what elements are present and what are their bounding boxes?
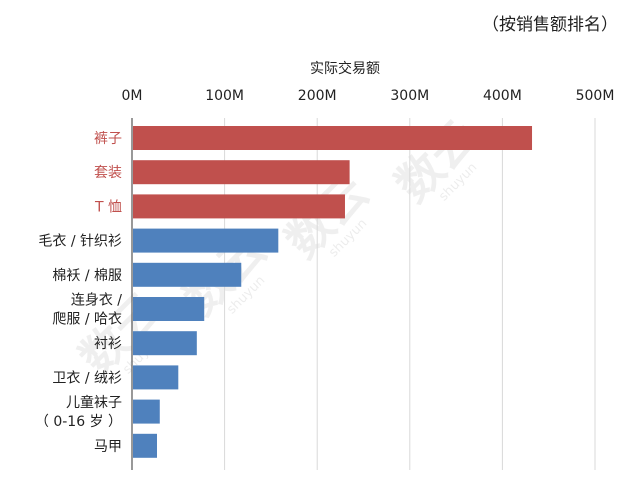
category-label: 棉袄 / 棉服 bbox=[52, 267, 122, 284]
x-axis-title: 实际交易额 bbox=[310, 61, 380, 77]
category-label: T 恤 bbox=[94, 199, 122, 215]
category-label: 马甲 bbox=[94, 439, 122, 455]
bar bbox=[133, 160, 350, 185]
bar bbox=[133, 297, 205, 321]
bar bbox=[133, 262, 242, 287]
category-label: 衬衫 bbox=[94, 336, 122, 352]
category-label: （ 0-16 岁 ） bbox=[35, 414, 122, 430]
x-tick-label: 200M bbox=[298, 88, 337, 104]
bar bbox=[133, 433, 158, 458]
bar bbox=[133, 194, 345, 219]
x-tick-label: 400M bbox=[483, 88, 522, 104]
category-label: 套装 bbox=[94, 165, 122, 181]
watermark-text: 数云 bbox=[385, 109, 488, 212]
category-label: 连身衣 / bbox=[71, 293, 122, 309]
category-label: 儿童袜子 bbox=[66, 394, 122, 411]
category-label: 卫衣 / 绒衫 bbox=[52, 370, 122, 386]
bar bbox=[133, 228, 279, 253]
bar bbox=[133, 399, 160, 424]
x-tick-label: 300M bbox=[390, 88, 429, 104]
x-tick-label: 100M bbox=[205, 88, 244, 104]
bar bbox=[133, 331, 197, 356]
chart-subtitle: （按销售额排名） bbox=[482, 15, 618, 35]
bar bbox=[133, 126, 533, 150]
bar bbox=[133, 365, 179, 390]
category-label: 裤子 bbox=[94, 131, 122, 147]
category-label: 爬服 / 哈衣 bbox=[52, 312, 122, 328]
x-tick-label: 0M bbox=[122, 88, 143, 104]
x-tick-label: 500M bbox=[576, 88, 615, 104]
category-label: 毛衣 / 针织衫 bbox=[38, 234, 122, 250]
